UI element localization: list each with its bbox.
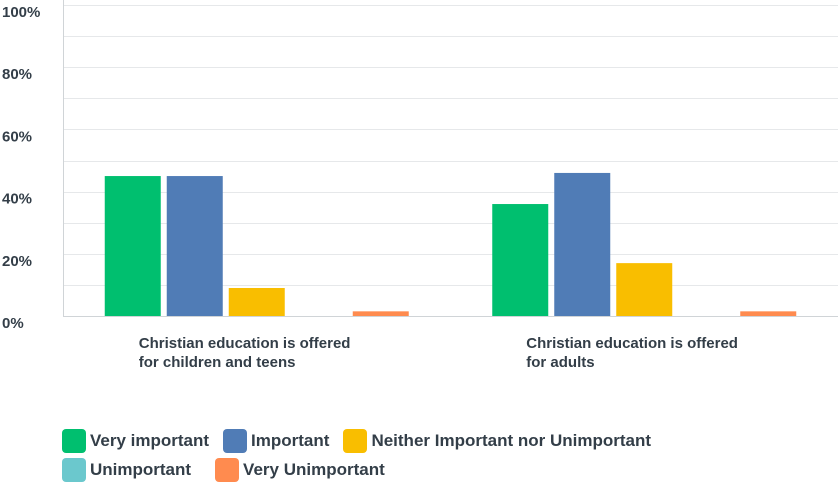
legend-row-1: Very important Important Neither Importa… [62,426,822,455]
legend-item-very-unimportant: Very Unimportant [215,457,385,482]
legend-item-unimportant: Unimportant [62,457,201,482]
legend-item-neither: Neither Important nor Unimportant [343,428,651,453]
bar [492,204,549,316]
x-category-label: for adults [526,354,594,371]
y-tick-label: 40% [2,191,32,208]
y-tick-label: 60% [2,128,32,145]
x-category-label: Christian education is offered [526,335,738,352]
bar [554,172,611,316]
x-category-label: for children and teens [139,354,296,371]
legend-item-important: Important [223,428,330,453]
y-tick-label: 20% [2,253,32,270]
bar [228,288,285,316]
legend-swatch [215,457,240,482]
legend-swatch [223,428,248,453]
bar [104,176,161,316]
y-tick-label: 100% [2,4,40,21]
bar [352,311,409,316]
legend-swatch [62,428,86,453]
y-tick-label: 0% [2,315,24,332]
legend-label: Neither Important nor Unimportant [371,430,651,450]
legend-label: Unimportant [90,459,192,479]
x-category-label: Christian education is offered [139,335,351,352]
bar [740,311,797,316]
legend-item-very-important: Very important [62,428,210,453]
legend: Very important Important Neither Importa… [62,426,822,484]
legend-swatch [343,428,368,453]
legend-label: Very important [90,430,210,450]
y-tick-label: 80% [2,66,32,83]
legend-swatch [62,457,86,482]
bar [166,176,223,316]
bar [616,263,673,316]
legend-label: Very Unimportant [243,459,385,479]
legend-row-2: Unimportant Very Unimportant [62,455,822,484]
legend-label: Important [251,430,330,450]
